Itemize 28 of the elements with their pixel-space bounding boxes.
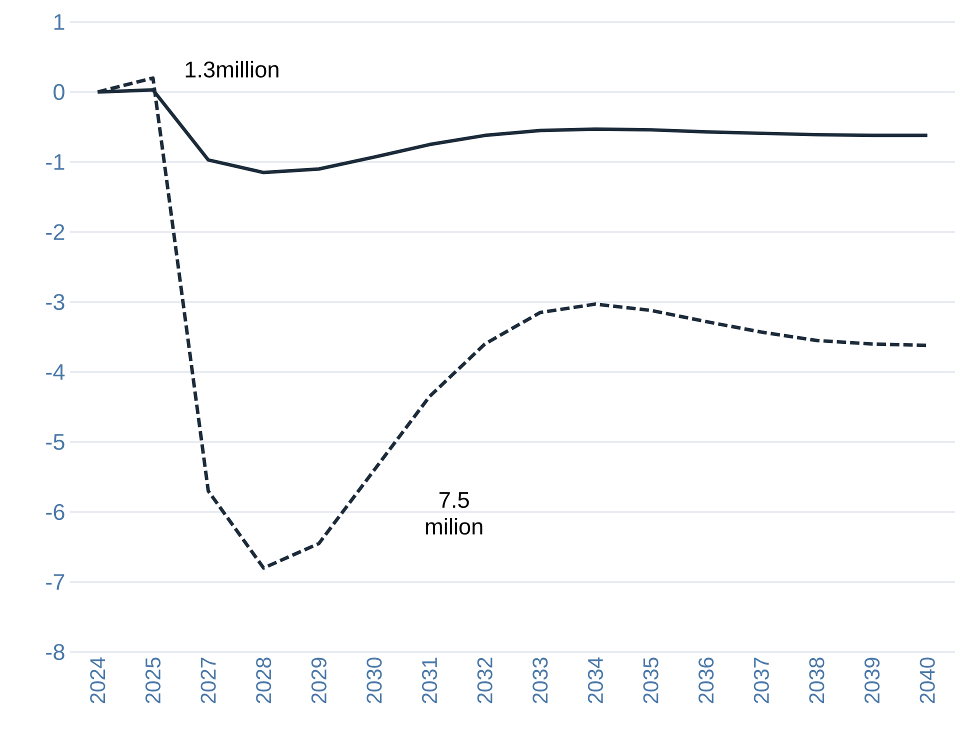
x-tick-label: 2033	[532, 658, 548, 704]
x-tick-label: 2024	[90, 657, 106, 704]
x-tick-label: 2031	[422, 658, 438, 704]
y-tick-label: 1	[54, 14, 64, 30]
x-tick-label: 2029	[311, 658, 326, 704]
y-tick-label: -7	[46, 574, 64, 590]
x-tick-label: 2037	[754, 658, 769, 704]
x-tick-label: 2027	[200, 658, 216, 704]
y-tick-label: -1	[46, 154, 64, 170]
x-tick-label: 2039	[864, 658, 880, 704]
x-tick-label: 2040	[920, 658, 935, 704]
x-tick-label: 2028	[256, 658, 272, 704]
y-tick-label: 0	[54, 84, 64, 100]
annotation: 7.5 milion	[426, 492, 482, 535]
y-tick-label: -4	[46, 364, 65, 380]
x-tick-label: 2034	[588, 657, 604, 704]
annotation: 1.3million	[186, 60, 278, 78]
x-tick-label: 2038	[809, 658, 824, 704]
x-tick-label: 2025	[145, 658, 161, 704]
x-tick-label: 2030	[366, 658, 382, 704]
y-tick-label: -2	[46, 224, 64, 240]
y-tick-label: -5	[46, 434, 64, 450]
x-tick-label: 2032	[477, 658, 492, 704]
y-tick-label: -8	[46, 644, 64, 660]
x-tick-label: 2035	[643, 658, 658, 704]
y-tick-label: -3	[46, 294, 64, 310]
x-tick-label: 2036	[698, 658, 714, 704]
y-tick-label: -6	[46, 504, 64, 520]
